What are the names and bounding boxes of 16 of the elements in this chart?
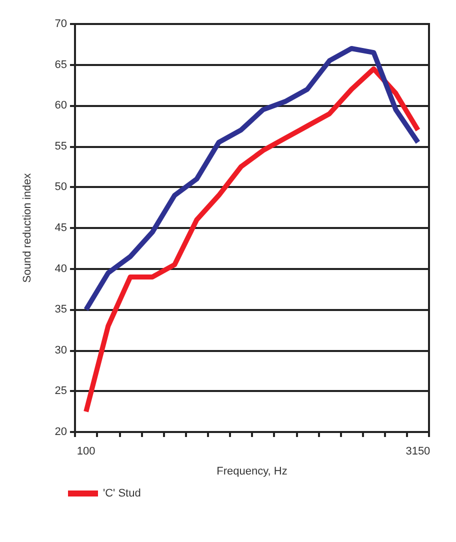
y-tick-label: 25 (54, 385, 67, 398)
y-tick-label: 65 (54, 58, 67, 71)
y-tick-label: 35 (54, 304, 67, 316)
y-tick-label: 60 (54, 100, 67, 112)
y-tick-label: 50 (54, 181, 67, 194)
x-tick-label: 3150 (406, 446, 430, 458)
y-tick-label: 30 (54, 344, 67, 356)
x-axis-title: Frequency, Hz (216, 466, 288, 478)
x-tick-label: 100 (76, 446, 96, 458)
y-tick-label: 20 (54, 426, 67, 438)
y-tick-label: 40 (54, 262, 67, 275)
legend-label: 'C' Stud (103, 488, 141, 500)
y-tick-label: 70 (54, 18, 67, 30)
y-axis-title: Sound reduction index (22, 172, 34, 283)
y-tick-label: 55 (54, 140, 67, 152)
y-tick-label: 45 (54, 222, 67, 234)
